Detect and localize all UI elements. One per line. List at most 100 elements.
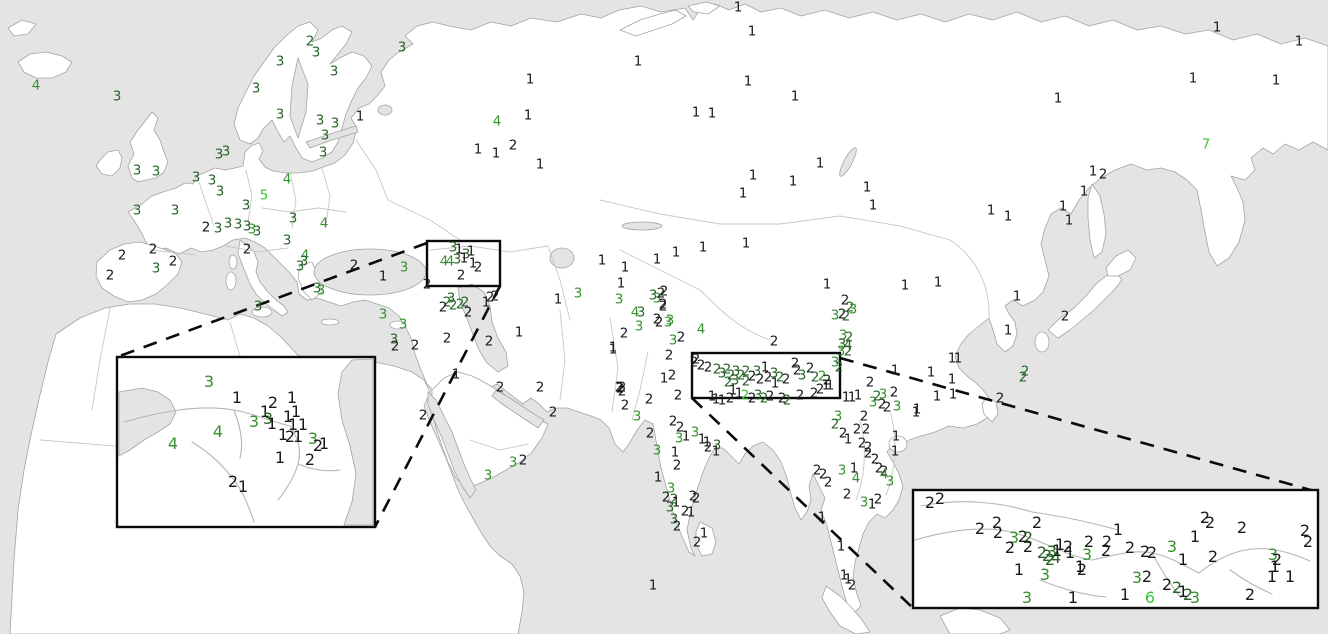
count-label: 1 [711,443,721,460]
count-label: 3 [132,162,142,179]
count-label: 1 [1177,582,1189,601]
count-label: 2 [817,368,827,385]
count-label: 2 [1017,527,1029,546]
count-label: 2 [974,519,986,538]
count-label: 2 [792,362,802,379]
count-label: 2 [460,294,470,311]
count-label: 3 [170,202,180,219]
count-label: 3 [1081,545,1093,564]
count-label: 1 [616,275,626,292]
count-label: 1 [986,202,996,219]
count-label: 2 [889,384,899,401]
count-label: 3 [242,218,252,235]
count-label: 2 [304,450,316,469]
count-label: 2 [518,452,528,469]
count-label: 2 [284,427,296,446]
count-label: 2 [863,445,873,462]
count-label: 1 [841,389,851,406]
count-label: 4 [167,434,179,453]
count-label: 2 [865,374,875,391]
count-label: 3 [797,367,807,384]
count-label: 3 [311,44,321,61]
count-label: 2 [838,425,848,442]
count-label: 2 [675,419,685,436]
count-label: 1 [1064,212,1074,229]
count-label: 1 [231,388,243,407]
count-label: 2 [227,472,239,491]
count-label: 1 [933,274,943,291]
count-label: 1 [948,386,958,403]
count-label: 2 [995,390,1005,407]
count-label: 2 [1098,166,1108,183]
count-label: 1 [523,107,533,124]
count-label: 2 [741,373,751,390]
count-label: 4 [212,422,224,441]
count-label: 2 [661,489,671,506]
count-label: 3 [214,146,224,163]
count-label: 1 [652,251,662,268]
count-label: 3 [252,223,262,240]
cyprus [389,320,407,330]
count-label: 1 [297,415,309,434]
count-label: 2 [1302,532,1314,551]
count-label: 2 [1182,585,1194,604]
count-label: 3 [838,327,848,344]
count-label: 1 [671,494,681,511]
count-label: 1 [466,243,476,260]
count-label: 4 [31,77,41,94]
count-label: 2 [841,308,851,325]
count-label: 3 [632,408,642,425]
count-label: 2 [1146,543,1158,562]
count-label: 1 [912,401,922,418]
count-label: 1 [825,377,835,394]
count-label: 2 [755,371,765,388]
count-label: 1 [932,388,942,405]
count-label: 3 [508,454,518,471]
count-label: 3 [329,63,339,80]
count-label: 1 [862,179,872,196]
count-label: 2 [795,387,805,404]
count-label: 3 [399,259,409,276]
count-label: 1 [1294,33,1304,50]
count-label: 3 [151,163,161,180]
count-label: 3 [665,499,675,516]
count-label: 1 [277,425,289,444]
count-label: 2 [148,241,158,258]
count-label: 2 [822,372,832,389]
count-label: 2 [614,379,624,396]
count-label: 2 [810,369,820,386]
count-label: 2 [438,299,448,316]
count-label: 1 [1051,541,1063,560]
count-label: 1 [947,350,957,367]
count-label: 1 [286,388,298,407]
count-label: 2 [548,404,558,421]
novaya-zemlya [619,9,687,37]
persian-gulf [491,389,545,429]
count-label: 2 [1207,547,1219,566]
lake-ladoga [377,104,393,116]
count-label: 3 [837,336,847,353]
gulf-of-bothnia [289,56,309,140]
count-label: 4 [300,247,310,264]
count-label: 1 [620,259,630,276]
count-label: 1 [817,509,827,526]
count-label: 3 [295,258,305,275]
count-label: 1 [633,53,643,70]
count-label: 1 [1054,535,1066,554]
count-label: 3 [636,304,646,321]
count-label: 2 [1299,521,1311,540]
count-label: 3 [730,372,740,389]
count-label: 2 [818,466,828,483]
count-label: 2 [765,388,775,405]
count-label: 2 [775,369,785,386]
count-label: 2 [1036,543,1048,562]
count-label: 4 [851,470,861,487]
count-label: 2 [201,219,211,236]
count-label: 1 [733,0,743,16]
count-label: 3 [446,290,456,307]
count-label: 1 [266,414,278,433]
count-label: 1 [597,252,607,269]
count-label: 2 [696,357,706,374]
count-label: 2 [1204,513,1216,532]
count-label: 3 [398,316,408,333]
